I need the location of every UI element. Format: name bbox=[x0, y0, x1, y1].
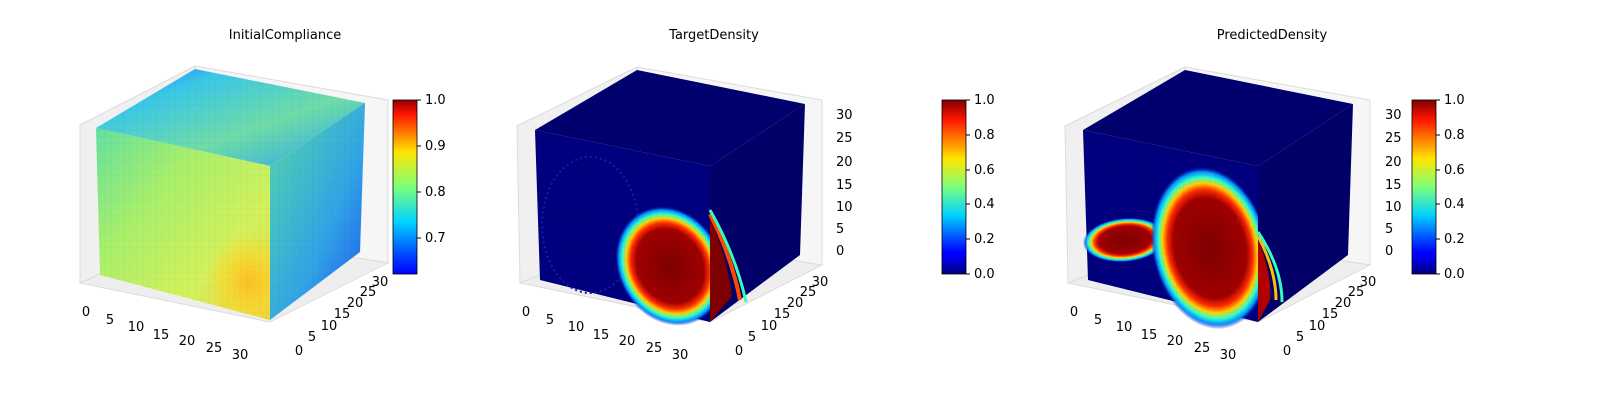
z-tick: 0 bbox=[1385, 244, 1393, 259]
colorbar-tick: 0.4 bbox=[1444, 197, 1465, 212]
y-tick: 5 bbox=[748, 330, 756, 345]
colorbar-ticks: 1.0 0.9 0.8 0.7 bbox=[417, 93, 446, 246]
y-axis-ticks: 0 5 10 15 20 25 30 bbox=[1283, 275, 1376, 359]
z-tick: 25 bbox=[1385, 131, 1402, 146]
z-tick: 0 bbox=[836, 244, 844, 259]
z-axis-ticks: 0 5 10 15 20 25 30 bbox=[836, 108, 853, 259]
colorbar-tick: 1.0 bbox=[1444, 93, 1465, 108]
voxel-cube bbox=[535, 70, 805, 326]
y-tick: 10 bbox=[321, 319, 338, 334]
x-tick: 30 bbox=[1220, 348, 1237, 363]
colorbar-tick: 0.6 bbox=[1444, 163, 1465, 178]
z-tick: 10 bbox=[836, 200, 853, 215]
x-tick: 10 bbox=[128, 320, 145, 335]
x-axis-ticks: 0 5 10 15 20 25 30 bbox=[82, 305, 248, 363]
voxel-cube bbox=[1083, 70, 1353, 330]
x-tick: 5 bbox=[1094, 313, 1102, 328]
colorbar: 1.0 0.9 0.8 0.7 bbox=[392, 93, 446, 275]
y-tick: 10 bbox=[761, 319, 778, 334]
colorbar-tick: 0.2 bbox=[974, 232, 995, 247]
x-tick: 0 bbox=[82, 305, 90, 320]
colorbar-tick: 0.8 bbox=[425, 185, 446, 200]
x-tick: 5 bbox=[546, 313, 554, 328]
y-tick: 25 bbox=[360, 285, 377, 300]
voxel-cube bbox=[96, 69, 365, 320]
chart-title: InitialCompliance bbox=[229, 28, 342, 43]
colorbar-tick: 1.0 bbox=[425, 93, 446, 108]
y-tick: 20 bbox=[787, 296, 804, 311]
colorbar-tick: 0.0 bbox=[1444, 267, 1465, 282]
z-tick: 10 bbox=[1385, 200, 1402, 215]
x-tick: 20 bbox=[179, 334, 196, 349]
x-axis-ticks: 0 5 10 15 20 25 30 bbox=[522, 305, 688, 363]
y-axis-ticks: 0 5 10 15 20 25 30 bbox=[295, 275, 388, 359]
z-tick: 30 bbox=[1385, 108, 1402, 123]
y-tick: 20 bbox=[1335, 296, 1352, 311]
z-tick: 15 bbox=[836, 178, 853, 193]
x-tick: 20 bbox=[619, 334, 636, 349]
colorbar-tick: 0.4 bbox=[974, 197, 995, 212]
colorbar-tick: 1.0 bbox=[974, 93, 995, 108]
colorbar-tick: 0.7 bbox=[425, 231, 446, 246]
colorbar-tick: 0.9 bbox=[425, 139, 446, 154]
y-tick: 5 bbox=[308, 330, 316, 345]
z-tick: 5 bbox=[836, 222, 844, 237]
y-tick: 5 bbox=[1296, 330, 1304, 345]
x-tick: 15 bbox=[153, 328, 170, 343]
y-tick: 25 bbox=[1348, 285, 1365, 300]
colorbar: 1.0 0.8 0.6 0.4 0.2 0.0 bbox=[1411, 93, 1465, 282]
x-tick: 0 bbox=[1070, 305, 1078, 320]
x-tick: 10 bbox=[1116, 320, 1133, 335]
x-tick: 30 bbox=[672, 348, 689, 363]
z-tick: 30 bbox=[836, 108, 853, 123]
y-tick: 25 bbox=[800, 285, 817, 300]
z-tick: 20 bbox=[1385, 155, 1402, 170]
x-tick: 10 bbox=[568, 320, 585, 335]
x-tick: 15 bbox=[593, 328, 610, 343]
z-tick: 25 bbox=[836, 131, 853, 146]
colorbar-tick: 0.8 bbox=[1444, 128, 1465, 143]
y-tick: 15 bbox=[334, 307, 351, 322]
z-tick: 20 bbox=[836, 155, 853, 170]
z-tick: 15 bbox=[1385, 178, 1402, 193]
y-tick: 30 bbox=[812, 275, 829, 290]
y-tick: 0 bbox=[735, 344, 743, 359]
colorbar-tick: 0.0 bbox=[974, 267, 995, 282]
x-tick: 5 bbox=[106, 313, 114, 328]
colorbar-ticks: 1.0 0.8 0.6 0.4 0.2 0.0 bbox=[1436, 93, 1465, 282]
colorbar-ticks: 1.0 0.8 0.6 0.4 0.2 0.0 bbox=[966, 93, 995, 282]
colorbar-tick: 0.8 bbox=[974, 128, 995, 143]
y-tick: 30 bbox=[1360, 275, 1377, 290]
x-axis-ticks: 0 5 10 15 20 25 30 bbox=[1070, 305, 1236, 363]
chart-title: PredictedDensity bbox=[1217, 28, 1328, 43]
panel-target-density: TargetDensity 0 5 10 15 20 bbox=[516, 28, 995, 363]
y-tick: 20 bbox=[347, 296, 364, 311]
colorbar-tick: 0.2 bbox=[1444, 232, 1465, 247]
panel-initial-compliance: InitialCompliance 0 5 10 15 20 25 30 0 5 bbox=[78, 28, 446, 363]
chart-title: TargetDensity bbox=[668, 28, 759, 43]
colorbar-tick: 0.6 bbox=[974, 163, 995, 178]
panel-predicted-density: PredictedDensity 0 5 10 15 20 bbox=[1064, 28, 1465, 363]
y-tick: 15 bbox=[1322, 307, 1339, 322]
z-axis-ticks: 0 5 10 15 20 25 30 bbox=[1385, 108, 1402, 259]
x-tick: 30 bbox=[232, 348, 249, 363]
x-tick: 25 bbox=[206, 341, 223, 356]
colorbar-gradient bbox=[1411, 99, 1437, 275]
z-tick: 5 bbox=[1385, 222, 1393, 237]
y-tick: 0 bbox=[295, 344, 303, 359]
x-tick: 25 bbox=[1194, 341, 1211, 356]
y-tick: 10 bbox=[1309, 319, 1326, 334]
colorbar-gradient bbox=[392, 99, 418, 275]
colorbar-gradient bbox=[941, 99, 967, 275]
x-tick: 20 bbox=[1167, 334, 1184, 349]
x-tick: 15 bbox=[1141, 328, 1158, 343]
x-tick: 25 bbox=[646, 341, 663, 356]
y-tick: 15 bbox=[774, 307, 791, 322]
x-tick: 0 bbox=[522, 305, 530, 320]
y-tick: 30 bbox=[372, 275, 389, 290]
y-tick: 0 bbox=[1283, 344, 1291, 359]
colorbar: 1.0 0.8 0.6 0.4 0.2 0.0 bbox=[941, 93, 995, 282]
y-axis-ticks: 0 5 10 15 20 25 30 bbox=[735, 275, 828, 359]
